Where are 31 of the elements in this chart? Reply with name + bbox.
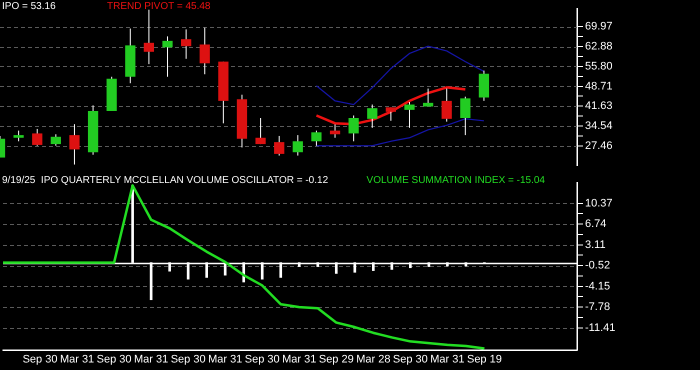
- y-tick-label: 55.80: [585, 60, 613, 72]
- y-tick-label: -7.78: [585, 301, 610, 314]
- chart-title: 9/19/25 IPO QUARTERLY MCCLELLAN VOLUME OSCILLATOR = -0.12: [2, 175, 328, 186]
- y-tick-label: 3.11: [585, 238, 606, 251]
- x-tick-label: Mar 31: [430, 354, 465, 366]
- y-tick-label: 62.88: [585, 40, 613, 53]
- y-tick-label: 41.63: [585, 100, 613, 112]
- y-tick-label: 69.97: [585, 20, 613, 33]
- x-tick-label: Mar 28: [356, 354, 390, 366]
- y-tick-label: 6.74: [585, 218, 606, 230]
- x-tick-label: Sep 30: [22, 354, 58, 366]
- y-tick-label: 48.71: [585, 80, 613, 92]
- x-tick-label: Mar 31: [208, 354, 242, 366]
- text: VOLUME SUMMATION INDEX = -15.04: [366, 175, 545, 186]
- y-tick-label: 27.46: [585, 140, 613, 152]
- y-tick-label: -0.52: [585, 260, 610, 272]
- y-tick-label: 34.54: [585, 120, 613, 132]
- text: TREND PIVOT = 45.48: [107, 1, 210, 12]
- x-tick-label: Sep 30: [392, 354, 428, 366]
- x-tick-label: Sep 30: [244, 354, 280, 366]
- x-tick-label: Sep 19: [466, 354, 502, 366]
- x-tick-label: Sep 30: [96, 354, 132, 366]
- chart-title: IPO = 53.16: [2, 1, 56, 12]
- x-tick-label: Mar 31: [282, 354, 316, 366]
- x-tick-label: Mar 31: [134, 354, 168, 366]
- x-tick-label: Sep 30: [170, 354, 206, 366]
- y-tick-label: -11.41: [585, 322, 616, 334]
- x-tick-label: Mar 31: [60, 354, 94, 366]
- y-tick-label: 10.37: [585, 197, 613, 210]
- y-tick-label: -4.15: [585, 280, 610, 292]
- x-tick-label: Sep 29: [318, 354, 354, 366]
